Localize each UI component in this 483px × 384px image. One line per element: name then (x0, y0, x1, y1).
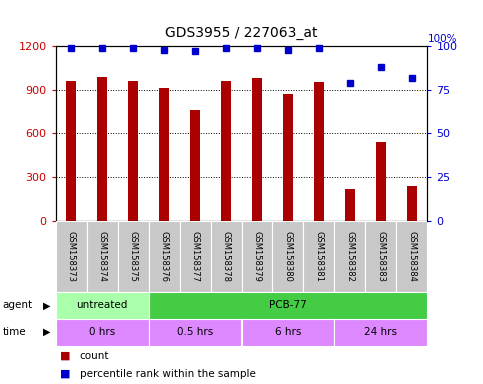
Bar (97, 77, 107, 221)
Text: GSM158384: GSM158384 (408, 231, 416, 282)
Text: GSM158376: GSM158376 (159, 231, 169, 282)
Text: GSM158375: GSM158375 (128, 231, 138, 282)
Bar (149, 221, 180, 292)
Text: GSM158380: GSM158380 (284, 231, 293, 282)
Bar (242, 221, 272, 292)
Text: 24 hrs: 24 hrs (365, 327, 398, 337)
Bar (344, 189, 355, 221)
Text: 0 hrs: 0 hrs (89, 327, 115, 337)
Text: GSM158383: GSM158383 (376, 231, 385, 282)
Bar (313, 83, 325, 221)
Text: 6 hrs: 6 hrs (275, 327, 301, 337)
Bar (158, 88, 170, 221)
Text: GSM158373: GSM158373 (67, 231, 75, 282)
Text: time: time (2, 327, 26, 337)
Text: GSM158377: GSM158377 (190, 231, 199, 282)
Bar (66, 81, 76, 221)
Text: 100%: 100% (427, 34, 457, 44)
Text: GSM158374: GSM158374 (98, 231, 107, 282)
Bar (149, 292, 427, 319)
Bar (252, 78, 262, 221)
Bar (56, 319, 149, 346)
Bar (334, 319, 427, 346)
Text: GSM158378: GSM158378 (222, 231, 230, 282)
Bar (366, 221, 397, 292)
Bar (180, 221, 211, 292)
Bar (283, 94, 293, 221)
Text: ▶: ▶ (43, 300, 51, 310)
Bar (397, 221, 427, 292)
Text: agent: agent (2, 300, 32, 310)
Text: ▶: ▶ (43, 327, 51, 337)
Bar (407, 186, 417, 221)
Bar (190, 110, 200, 221)
Text: percentile rank within the sample: percentile rank within the sample (80, 369, 256, 379)
Bar (211, 221, 242, 292)
Bar (128, 81, 139, 221)
Bar (334, 221, 366, 292)
Text: GDS3955 / 227063_at: GDS3955 / 227063_at (165, 26, 318, 40)
Bar (376, 142, 386, 221)
Text: PCB-77: PCB-77 (269, 300, 307, 310)
Bar (117, 221, 149, 292)
Text: GSM158382: GSM158382 (345, 231, 355, 282)
Bar (242, 319, 334, 346)
Bar (303, 221, 334, 292)
Bar (56, 221, 86, 292)
Bar (221, 81, 231, 221)
Text: GSM158379: GSM158379 (253, 231, 261, 282)
Text: ■: ■ (60, 351, 71, 361)
Bar (272, 221, 303, 292)
Text: GSM158381: GSM158381 (314, 231, 324, 282)
Text: 0.5 hrs: 0.5 hrs (177, 327, 213, 337)
Text: untreated: untreated (76, 300, 128, 310)
Bar (56, 292, 149, 319)
Bar (149, 319, 242, 346)
Text: count: count (80, 351, 109, 361)
Text: ■: ■ (60, 369, 71, 379)
Bar (86, 221, 117, 292)
